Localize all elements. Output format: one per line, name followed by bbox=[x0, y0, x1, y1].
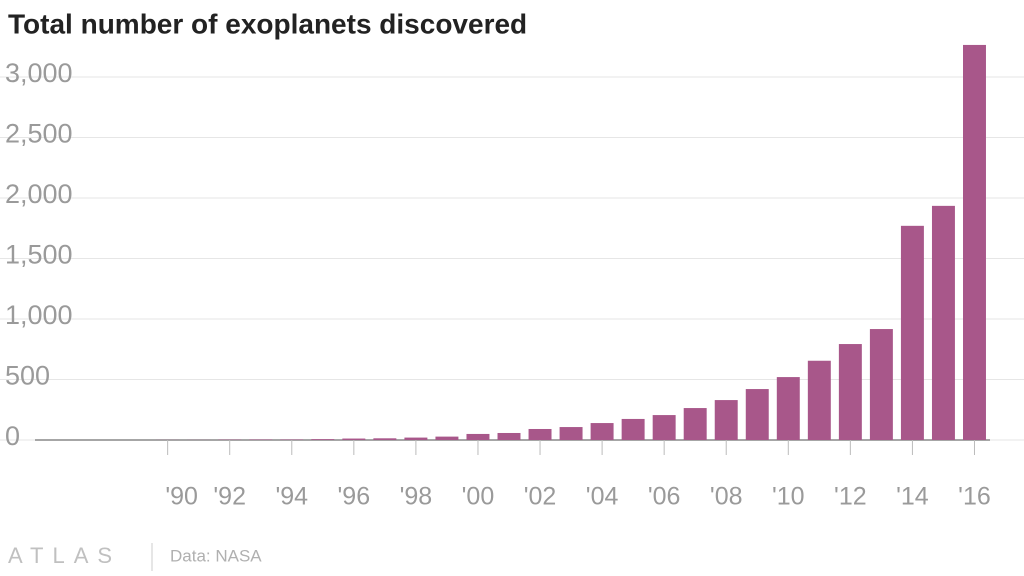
x-tick-label: '98 bbox=[400, 483, 433, 511]
x-tick-label: '02 bbox=[524, 483, 557, 511]
bar bbox=[963, 44, 986, 441]
bar bbox=[528, 428, 552, 440]
y-tick-label: 3,000 bbox=[5, 58, 73, 88]
x-tick-label: '90 bbox=[165, 483, 198, 511]
bar bbox=[900, 225, 924, 440]
x-tick-label: '10 bbox=[772, 483, 805, 511]
bar bbox=[404, 437, 428, 440]
bar bbox=[621, 418, 645, 440]
bar bbox=[838, 344, 862, 440]
bar bbox=[776, 377, 800, 440]
y-tick-label: 500 bbox=[5, 361, 50, 391]
x-tick-label: '14 bbox=[896, 483, 929, 511]
bar bbox=[590, 423, 614, 440]
x-tick-label: '06 bbox=[648, 483, 681, 511]
bar bbox=[373, 438, 397, 440]
y-tick-label: 2,500 bbox=[5, 119, 73, 149]
x-tick-label: '08 bbox=[710, 483, 743, 511]
bar bbox=[311, 439, 335, 440]
bar bbox=[931, 205, 955, 440]
bar bbox=[497, 432, 521, 440]
y-tick-label: 1,000 bbox=[5, 300, 73, 330]
bar bbox=[466, 433, 490, 440]
logo: ATLAS bbox=[8, 543, 121, 568]
bar bbox=[807, 360, 831, 440]
x-tick-label: '12 bbox=[834, 483, 867, 511]
x-tick-label: '04 bbox=[586, 483, 619, 511]
x-tick-label: '92 bbox=[213, 483, 246, 511]
bar bbox=[869, 329, 893, 440]
bar bbox=[652, 415, 676, 440]
source: Data: NASA bbox=[170, 546, 262, 565]
bar bbox=[745, 389, 769, 440]
bar bbox=[342, 438, 366, 440]
bar bbox=[559, 427, 583, 440]
y-tick-label: 0 bbox=[5, 421, 20, 451]
x-tick-label: '94 bbox=[275, 483, 308, 511]
bar bbox=[714, 400, 738, 440]
x-tick-label: '96 bbox=[338, 483, 371, 511]
y-tick-label: 2,000 bbox=[5, 179, 73, 209]
x-tick-label: '00 bbox=[462, 483, 495, 511]
bar bbox=[435, 436, 459, 440]
bar bbox=[683, 408, 707, 440]
chart-title: Total number of exoplanets discovered bbox=[8, 8, 527, 39]
x-tick-label: '16 bbox=[958, 483, 991, 511]
y-tick-label: 1,500 bbox=[5, 240, 73, 270]
